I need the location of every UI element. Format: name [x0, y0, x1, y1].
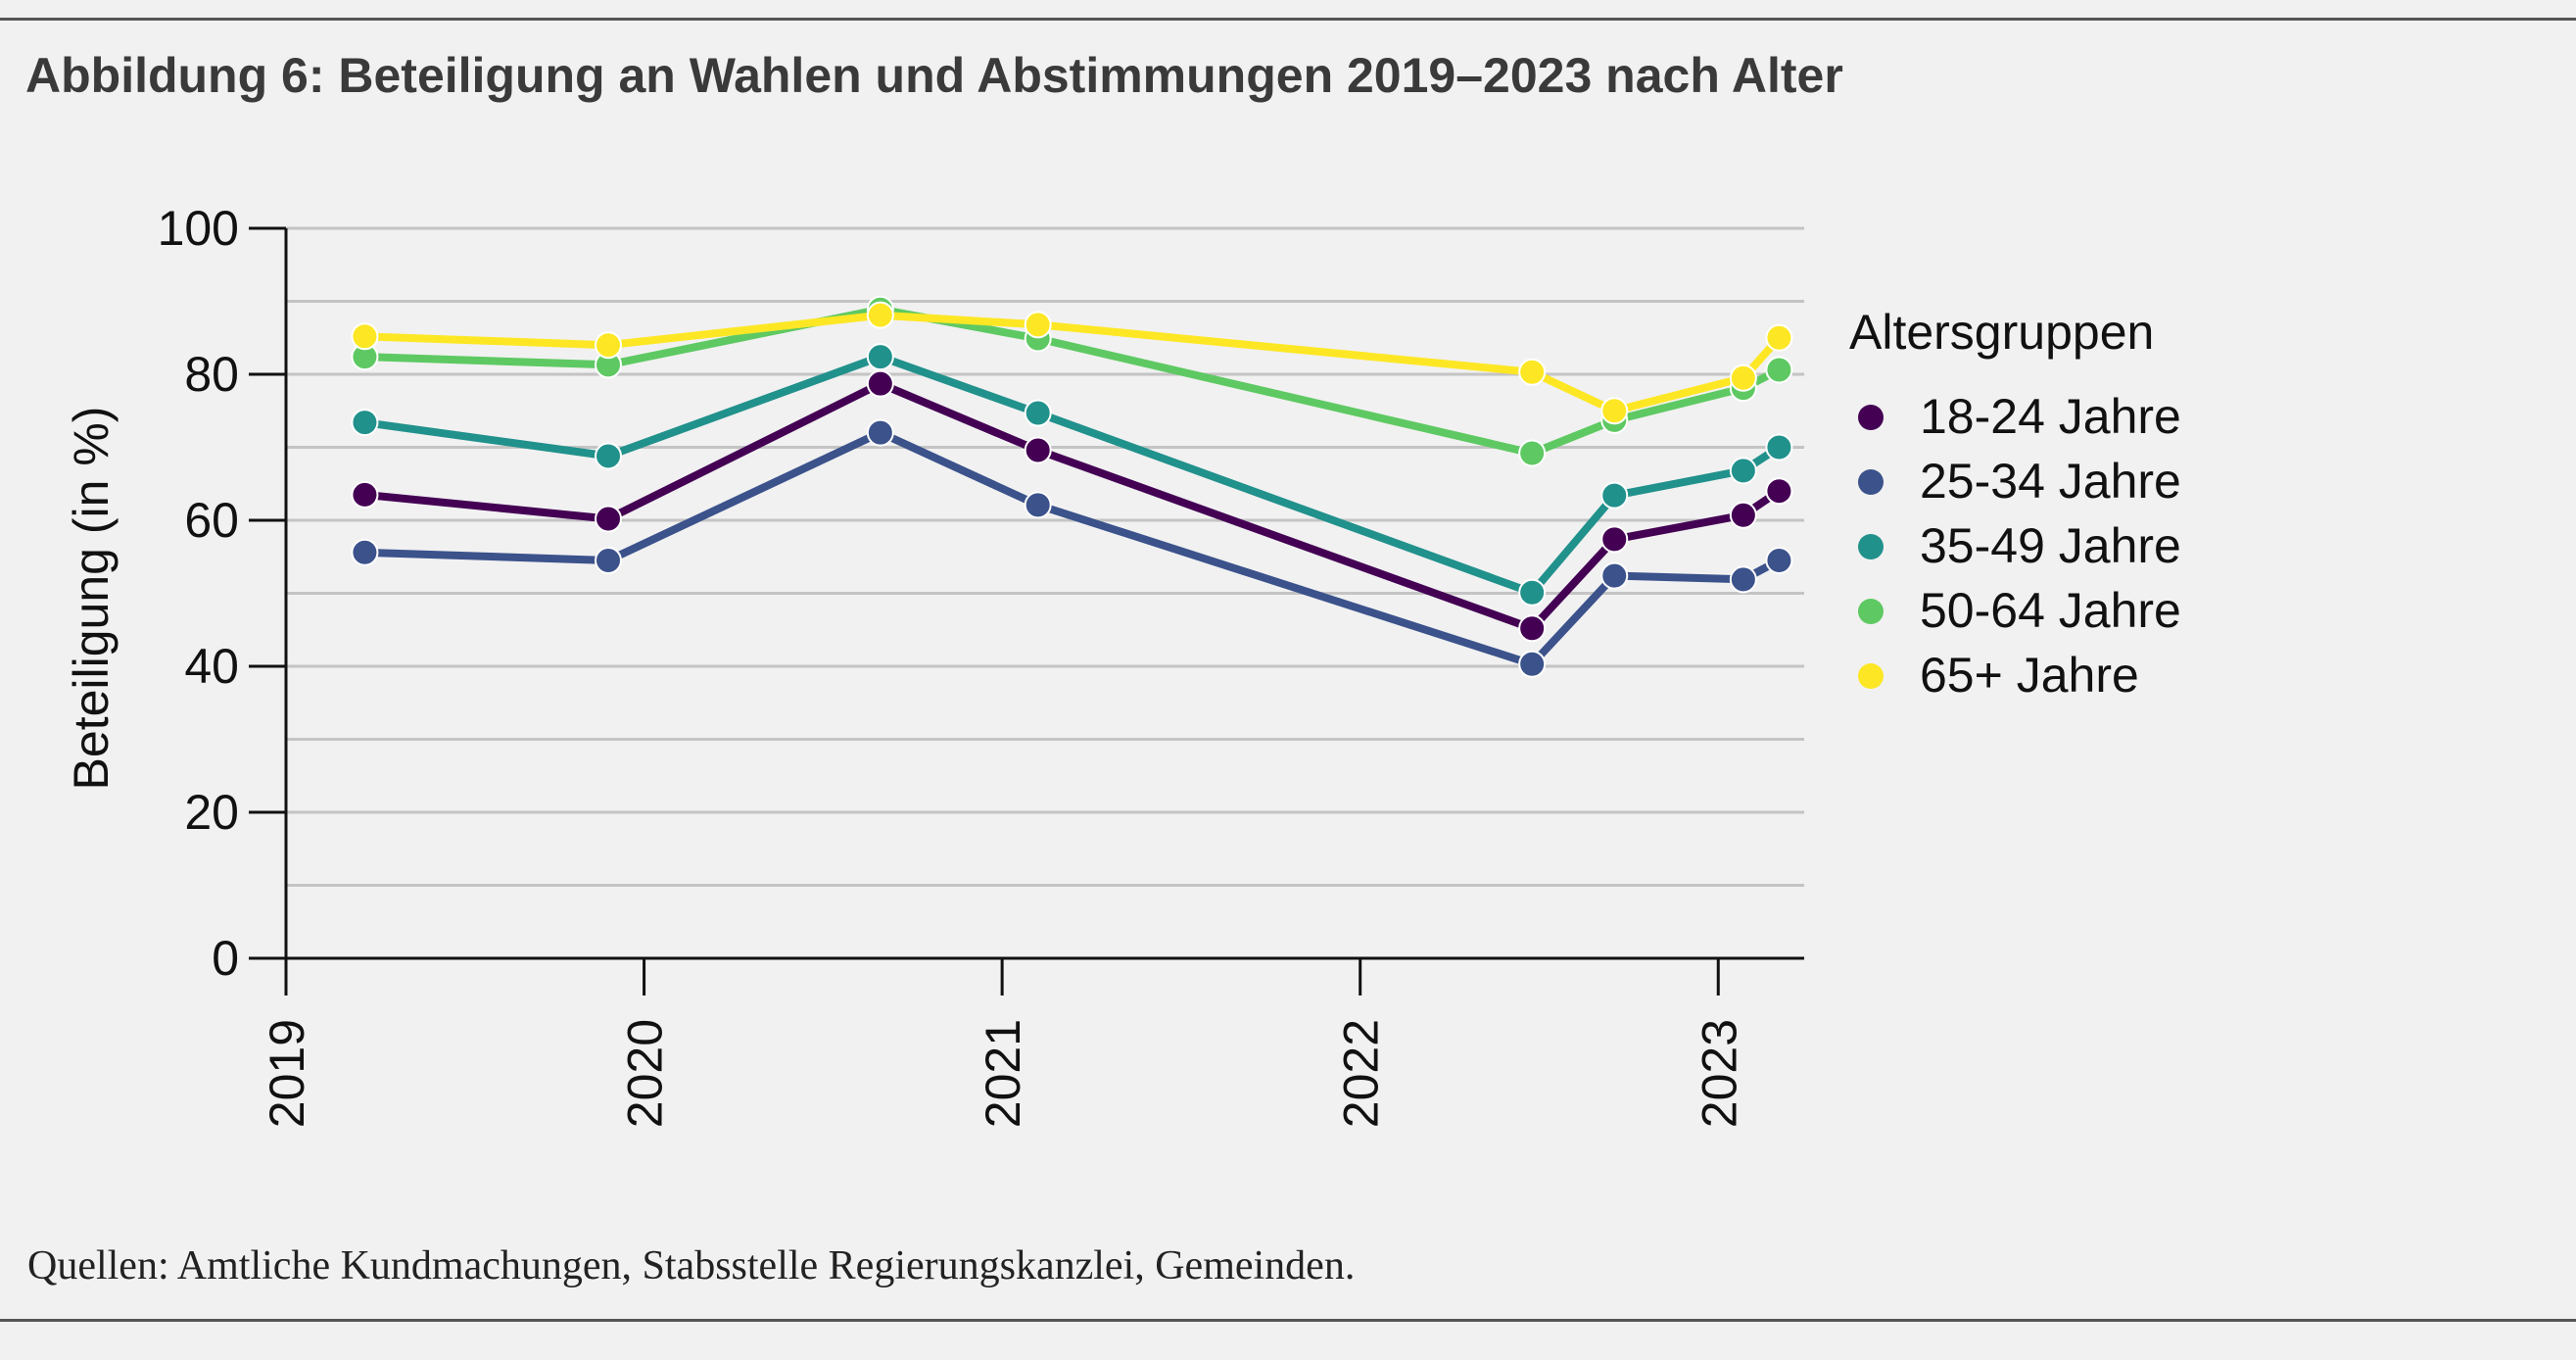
x-tick-label: 2021	[976, 1019, 1030, 1128]
series-line-5	[360, 311, 1784, 415]
x-tick-label: 2022	[1334, 1019, 1389, 1128]
data-point-series-3	[595, 442, 623, 470]
legend-label: 50-64 Jahre	[1920, 583, 2181, 638]
legend-label: 25-34 Jahre	[1920, 454, 2181, 509]
x-tick-label: 2019	[260, 1019, 314, 1128]
data-point-series-2	[351, 538, 379, 566]
data-point-series-5	[1518, 358, 1547, 386]
y-tick-label: 40	[184, 639, 239, 694]
legend-label: 18-24 Jahre	[1920, 389, 2181, 444]
x-tick-label: 2023	[1692, 1019, 1746, 1128]
data-point-series-4	[1518, 439, 1547, 467]
legend-marker	[1858, 405, 1884, 430]
legend-marker	[1858, 599, 1884, 624]
series-line-1	[360, 379, 1784, 633]
data-point-series-5	[595, 331, 623, 360]
y-tick-label: 20	[184, 785, 239, 840]
data-point-series-2	[1729, 565, 1757, 594]
data-point-series-2	[1024, 491, 1052, 519]
data-point-series-2	[595, 546, 623, 574]
legend-marker	[1858, 663, 1884, 689]
data-point-series-3	[1024, 399, 1052, 427]
data-point-series-2	[1600, 561, 1629, 590]
data-point-series-1	[595, 505, 623, 533]
series-lines	[360, 305, 1784, 668]
data-point-series-3	[1600, 481, 1629, 510]
data-point-series-5	[1765, 323, 1793, 352]
series-line-2	[360, 428, 1784, 668]
data-point-series-1	[351, 480, 379, 509]
data-point-series-3	[1518, 578, 1547, 607]
legend-marker	[1858, 534, 1884, 559]
data-point-series-2	[866, 418, 894, 447]
source-note: Quellen: Amtliche Kundmachungen, Stabsst…	[27, 1243, 1356, 1288]
top-rule	[0, 18, 2576, 21]
data-point-series-3	[866, 343, 894, 371]
data-point-series-5	[1024, 311, 1052, 339]
data-point-series-1	[1729, 501, 1757, 529]
y-tick-label: 100	[158, 201, 239, 256]
y-tick-label: 0	[212, 931, 239, 986]
y-tick-label: 60	[184, 493, 239, 548]
data-point-series-5	[866, 301, 894, 329]
legend: Altersgruppen 18-24 Jahre 25-34 Jahre 35-49…	[1849, 305, 2181, 703]
series-line-3	[360, 353, 1784, 597]
data-point-series-4	[1765, 356, 1793, 384]
legend-title: Altersgruppen	[1849, 305, 2154, 360]
data-point-series-3	[1729, 457, 1757, 485]
legend-marker	[1858, 469, 1884, 495]
data-point-series-5	[1729, 364, 1757, 392]
series-line-4	[360, 305, 1784, 458]
data-point-series-3	[1765, 433, 1793, 461]
legend-label: 35-49 Jahre	[1920, 518, 2181, 573]
bottom-rule	[0, 1319, 2576, 1322]
y-tick-label: 80	[184, 347, 239, 402]
figure-title: Abbildung 6: Beteiligung an Wahlen und A…	[25, 48, 1843, 103]
data-point-series-1	[1765, 477, 1793, 506]
data-point-series-5	[1600, 397, 1629, 425]
data-point-series-3	[351, 409, 379, 437]
data-point-series-1	[1518, 614, 1547, 643]
data-points	[351, 295, 1793, 678]
data-point-series-1	[1600, 525, 1629, 554]
axes: 0 20 40 60 80 100 Beteiligung (in %) 2019 2020 20…	[64, 201, 1804, 1128]
data-point-series-2	[1765, 546, 1793, 574]
data-point-series-2	[1518, 650, 1547, 678]
legend-label: 65+ Jahre	[1920, 648, 2139, 703]
data-point-series-1	[1024, 436, 1052, 464]
data-point-series-5	[351, 322, 379, 351]
y-axis-title: Beteiligung (in %)	[64, 407, 119, 791]
x-tick-label: 2020	[618, 1019, 673, 1128]
data-point-series-1	[866, 369, 894, 398]
